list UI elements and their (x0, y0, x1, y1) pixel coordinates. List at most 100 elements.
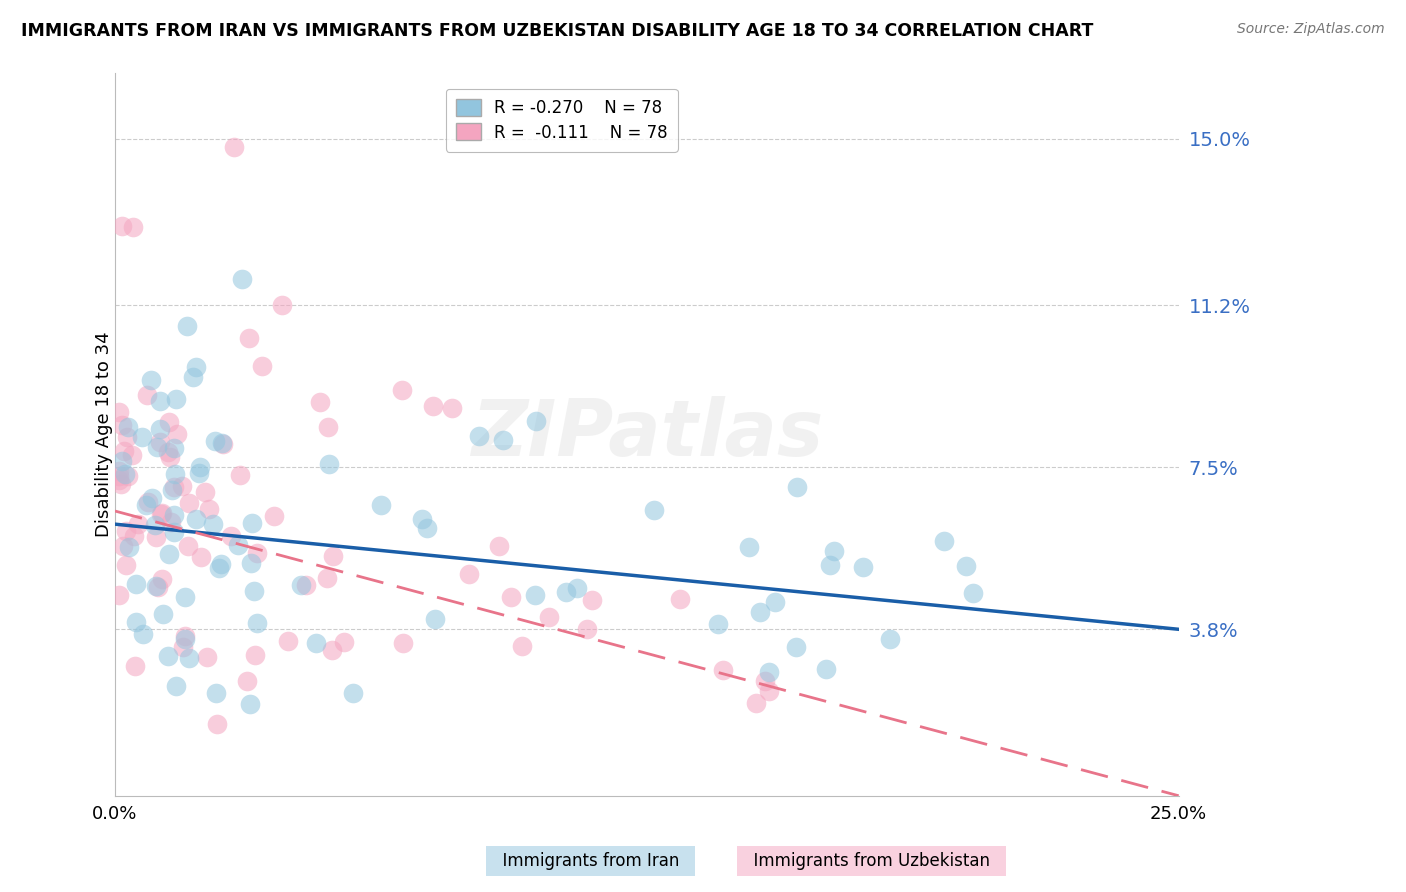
Point (115, 524, 138, 538)
Point (163, 467, 186, 481)
Point (122, 528, 145, 542)
Point (524, 414, 547, 428)
Point (226, 539, 249, 553)
Point (165, 679, 187, 693)
Point (669, 591, 692, 606)
Point (391, 383, 413, 397)
Text: ZIPatlas: ZIPatlas (471, 396, 823, 473)
Point (467, 429, 489, 443)
Point (136, 388, 159, 402)
Point (706, 617, 728, 632)
Point (143, 518, 166, 533)
Point (108, 464, 131, 478)
Text: Source: ZipAtlas.com: Source: ZipAtlas.com (1237, 22, 1385, 37)
Point (117, 469, 139, 483)
Point (136, 494, 159, 508)
Point (745, 697, 768, 711)
Point (163, 508, 186, 523)
Point (316, 419, 339, 434)
Point (243, 584, 266, 599)
Point (124, 615, 146, 629)
Point (157, 547, 180, 561)
Point (321, 643, 343, 657)
Point (157, 445, 180, 459)
Point (179, 496, 201, 510)
Point (962, 586, 984, 600)
Point (131, 429, 153, 443)
Point (110, 477, 132, 491)
Point (416, 520, 439, 534)
Point (955, 558, 977, 573)
Point (236, 673, 259, 688)
Point (184, 360, 207, 375)
Point (172, 640, 194, 654)
Point (112, 539, 135, 553)
Point (277, 633, 299, 648)
Point (108, 473, 131, 487)
Point (785, 640, 807, 654)
Point (121, 219, 143, 234)
Point (246, 546, 269, 560)
Point (198, 502, 221, 516)
Point (187, 466, 209, 480)
Point (204, 434, 226, 448)
Point (117, 420, 139, 434)
Point (163, 480, 186, 494)
Point (141, 491, 163, 505)
Point (208, 560, 231, 574)
Point (157, 415, 180, 429)
Point (240, 556, 263, 570)
Point (145, 440, 167, 454)
Point (160, 515, 183, 529)
Point (512, 639, 534, 653)
Point (174, 629, 197, 643)
Point (222, 140, 245, 154)
Point (205, 686, 228, 700)
Legend: R = -0.270    N = 78, R =  -0.111    N = 78: R = -0.270 N = 78, R = -0.111 N = 78 (446, 88, 678, 152)
Point (370, 498, 392, 512)
Point (124, 659, 146, 673)
Point (581, 592, 603, 607)
Point (176, 539, 198, 553)
Point (818, 558, 841, 572)
Point (159, 450, 181, 464)
Point (932, 533, 955, 548)
Point (145, 530, 167, 544)
Point (152, 607, 174, 621)
Point (121, 448, 143, 462)
Point (211, 436, 233, 450)
Point (156, 648, 179, 663)
Point (567, 582, 589, 596)
Point (488, 539, 510, 553)
Point (112, 443, 135, 458)
Point (149, 434, 172, 449)
Point (332, 635, 354, 649)
Point (149, 422, 172, 436)
Point (179, 650, 201, 665)
Point (425, 612, 447, 626)
Point (149, 507, 172, 521)
Point (245, 648, 267, 662)
Point (188, 460, 211, 475)
Point (149, 394, 172, 409)
Point (111, 418, 134, 433)
Point (111, 219, 134, 234)
Point (150, 572, 173, 586)
Point (118, 540, 141, 554)
Point (246, 615, 269, 630)
Point (170, 479, 193, 493)
Point (115, 429, 138, 443)
Point (108, 405, 131, 419)
Point (814, 662, 837, 676)
Point (125, 577, 148, 591)
Point (411, 512, 433, 526)
Point (554, 585, 576, 599)
Point (207, 716, 229, 731)
Y-axis label: Disability Age 18 to 34: Disability Age 18 to 34 (96, 332, 112, 537)
Point (231, 272, 253, 286)
Point (150, 506, 173, 520)
Point (211, 437, 233, 451)
Point (184, 511, 207, 525)
Point (457, 566, 479, 581)
Point (194, 484, 217, 499)
